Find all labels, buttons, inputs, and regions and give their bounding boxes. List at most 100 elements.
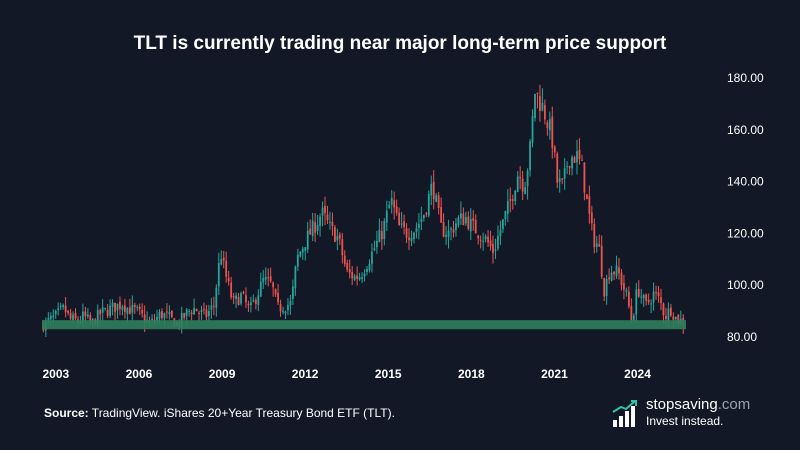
- candle-body: [526, 170, 529, 187]
- candle-body: [287, 305, 289, 311]
- candle-body: [109, 305, 111, 316]
- candle-body: [442, 222, 445, 237]
- candle-body: [615, 265, 618, 277]
- candle-body: [336, 236, 339, 241]
- candle-body: [642, 295, 645, 299]
- candle-body: [116, 303, 119, 311]
- candle: [464, 211, 467, 227]
- candle: [232, 292, 235, 304]
- candle-body: [467, 216, 470, 229]
- candle-body: [138, 306, 141, 310]
- candle: [645, 293, 648, 306]
- candle: [558, 169, 561, 193]
- candle: [284, 310, 287, 320]
- candle: [289, 295, 292, 315]
- x-tick-label: 2015: [375, 367, 402, 381]
- x-tick-label: 2012: [292, 367, 319, 381]
- candle: [571, 155, 573, 176]
- candle-body: [578, 149, 581, 160]
- candle-body: [511, 199, 514, 201]
- bar-chart-logo-icon: [612, 400, 637, 427]
- candle: [264, 267, 267, 285]
- candle-body: [119, 301, 121, 309]
- candle-body: [282, 311, 284, 313]
- candle: [168, 305, 171, 320]
- candle: [279, 299, 282, 317]
- candle-body: [222, 257, 225, 261]
- candle: [455, 218, 457, 237]
- candles-layer: [42, 84, 685, 338]
- candle: [581, 154, 583, 161]
- candle-body: [573, 157, 576, 163]
- candle-body: [405, 228, 408, 238]
- candle-body: [501, 219, 504, 230]
- candle-body: [131, 304, 134, 313]
- candle-body: [59, 306, 62, 308]
- candle-body: [210, 305, 213, 310]
- candle-body: [635, 289, 638, 315]
- candle: [534, 93, 536, 122]
- candle-body: [254, 299, 257, 304]
- source-text: TradingView. iShares 20+Year Treasury Bo…: [88, 406, 395, 420]
- chart-title: TLT is currently trading near major long…: [133, 33, 667, 54]
- candle: [69, 308, 72, 321]
- candle: [190, 309, 193, 321]
- candle: [136, 304, 139, 312]
- candle-body: [408, 237, 410, 241]
- candle: [324, 196, 326, 226]
- candle: [294, 265, 297, 296]
- candle: [669, 303, 672, 318]
- candle-body: [277, 293, 279, 303]
- candle-body: [546, 122, 549, 129]
- candle: [363, 269, 366, 282]
- candle-body: [250, 302, 252, 306]
- candle-body: [539, 96, 541, 111]
- candle: [395, 199, 398, 216]
- candle-body: [492, 243, 494, 254]
- candle-body: [375, 240, 378, 248]
- candle-body: [420, 218, 423, 223]
- candle-body: [232, 296, 235, 298]
- candle: [548, 111, 551, 140]
- candle: [610, 265, 613, 282]
- candle: [410, 230, 413, 247]
- candle-body: [361, 277, 363, 279]
- candle-body: [477, 235, 480, 239]
- candle-body: [161, 311, 163, 319]
- candle-body: [217, 263, 220, 287]
- candle: [368, 259, 371, 273]
- candle: [262, 269, 265, 289]
- candle: [445, 225, 447, 245]
- brand-logo[interactable]: stopsaving.com Invest instead.: [612, 396, 772, 432]
- candle-body: [84, 311, 87, 317]
- candle-body: [203, 308, 205, 310]
- candle: [341, 233, 344, 264]
- candle-body: [284, 311, 287, 314]
- candle: [375, 230, 378, 254]
- candle-body: [168, 312, 171, 315]
- candle-body: [398, 212, 401, 226]
- candle-body: [593, 223, 596, 248]
- candle-body: [96, 310, 99, 327]
- y-tick-label: 120.00: [727, 226, 764, 240]
- candle: [180, 306, 183, 334]
- candle-body: [479, 239, 482, 241]
- candle-body: [469, 219, 472, 232]
- candle: [450, 226, 452, 241]
- candle: [101, 299, 104, 322]
- candle-body: [166, 311, 168, 313]
- candle: [343, 250, 346, 267]
- candle-body: [662, 303, 665, 316]
- candle-body: [623, 283, 625, 290]
- candle: [161, 308, 163, 321]
- candle-body: [163, 313, 166, 319]
- candle-body: [561, 178, 564, 180]
- candle-body: [553, 146, 556, 153]
- candle-body: [422, 215, 425, 219]
- candle: [635, 282, 638, 323]
- candle: [358, 272, 361, 281]
- candle: [585, 194, 588, 200]
- candle-body: [294, 266, 297, 289]
- candle: [427, 190, 430, 218]
- candle-body: [551, 116, 554, 149]
